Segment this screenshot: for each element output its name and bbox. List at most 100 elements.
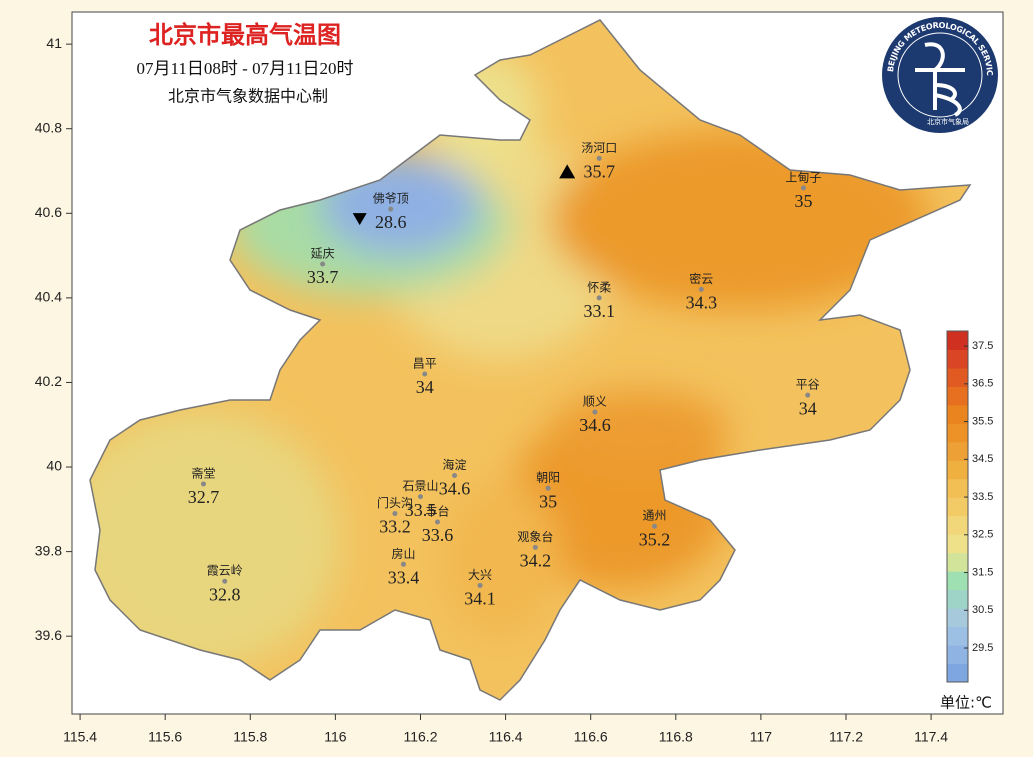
station-name: 密云: [689, 271, 713, 286]
stations: 佛爷顶 28.6 汤河口 35.7 上甸子 35 延庆 33.7 怀柔 33.1 密云 34.3 昌平 3…: [188, 141, 822, 609]
x-tick-label: 115.4: [63, 729, 97, 745]
x-tick-label: 117: [750, 729, 773, 745]
x-tick-label: 116.8: [659, 729, 693, 745]
y-tick-label: 41: [46, 35, 62, 51]
producer: 北京市气象数据中心制: [168, 87, 328, 106]
station-dot: [222, 578, 228, 584]
station: 顺义 34.6: [579, 395, 611, 436]
station-name: 顺义: [583, 395, 607, 409]
station-name: 门头沟: [377, 495, 413, 510]
station-value: 34.3: [686, 293, 718, 313]
station: 斋堂 32.7: [188, 465, 220, 507]
station-dot: [652, 523, 658, 529]
station: 上甸子 35: [785, 170, 821, 211]
station: 平谷 34: [796, 378, 820, 419]
y-tick-label: 40: [46, 458, 62, 474]
legend-band: [947, 608, 968, 628]
station: 丰台 33.6: [422, 504, 454, 546]
station-value: 35.7: [583, 161, 615, 181]
title: 北京市最高气温图: [149, 21, 341, 49]
station: 密云 34.3: [686, 271, 718, 313]
y-tick-label: 39.8: [35, 542, 62, 558]
station: 朝阳 35: [536, 471, 560, 512]
station-name: 佛爷顶: [373, 192, 409, 206]
legend-band: [947, 331, 968, 350]
station-value: 34: [799, 398, 817, 418]
legend-band: [947, 497, 968, 517]
legend-unit: 单位:℃: [940, 694, 992, 712]
x-tick-label: 115.8: [233, 729, 267, 745]
y-tick-label: 40.2: [35, 373, 62, 389]
legend-band: [947, 404, 968, 424]
station-dot: [435, 519, 441, 525]
max-marker: [559, 164, 576, 179]
logo-name: 北京市气象局: [927, 117, 969, 126]
station-value: 33.4: [388, 567, 420, 587]
x-tick-label: 116.2: [403, 729, 437, 745]
station-name: 海淀: [443, 457, 467, 472]
station-dot: [200, 481, 206, 487]
station-name: 延庆: [311, 247, 335, 261]
legend-tick-label: 31.5: [972, 566, 993, 578]
station-value: 33.5: [405, 500, 437, 520]
legend-band: [947, 349, 968, 369]
station: 延庆 33.7: [307, 247, 339, 288]
legend-band: [947, 552, 968, 572]
y-tick-label: 40.6: [35, 204, 62, 220]
station-dot: [392, 511, 398, 517]
station: 观象台 34.2: [517, 529, 553, 571]
station-dot: [545, 485, 551, 491]
station: 昌平 34: [413, 356, 437, 397]
station-value: 33.2: [379, 517, 411, 537]
legend-band: [947, 515, 968, 535]
station-name: 平谷: [796, 378, 820, 392]
axes: 115.4 115.6 115.8 116 116.2 116.4 116.6 116.8 11…: [35, 35, 949, 745]
station-value: 33.6: [422, 525, 454, 545]
legend-band: [947, 645, 968, 665]
legend-tick-label: 34.5: [972, 453, 993, 465]
station-dot: [320, 261, 326, 267]
station-dot: [400, 561, 406, 567]
station-name: 上甸子: [785, 170, 821, 184]
legend-tick-label: 33.5: [972, 491, 993, 503]
logo-disc: [882, 17, 998, 133]
station-value: 35: [794, 191, 812, 211]
station-dot: [698, 286, 704, 292]
legend-band: [947, 386, 968, 406]
station-value: 34.1: [464, 589, 496, 609]
legend-frame: [946, 330, 969, 683]
station-value: 35: [539, 491, 557, 511]
legend-tick-label: 32.5: [972, 529, 993, 541]
station-name: 房山: [391, 546, 415, 561]
y-tick-label: 40.8: [35, 119, 62, 135]
station-name: 通州: [643, 509, 667, 523]
legend-band: [947, 663, 968, 683]
station-value: 34.2: [520, 551, 552, 571]
x-tick-label: 116: [324, 729, 347, 745]
station-name: 昌平: [413, 356, 437, 370]
station-name: 汤河口: [581, 141, 617, 155]
station: 房山 33.4: [388, 546, 420, 588]
legend-band: [947, 478, 968, 498]
station-dot: [800, 185, 806, 191]
min-marker: [352, 213, 367, 226]
station-name: 霞云岭: [207, 564, 243, 578]
legend-band: [947, 441, 968, 461]
station: 海淀 34.6: [439, 457, 471, 499]
station: 大兴 34.1: [464, 568, 496, 609]
station-name: 朝阳: [536, 471, 560, 485]
station-name: 石景山: [402, 479, 438, 493]
legend-tick-label: 29.5: [972, 642, 993, 654]
legend-tick-label: 35.5: [972, 415, 993, 427]
legend-tick-label: 30.5: [972, 604, 993, 616]
station-name: 丰台: [425, 504, 449, 519]
subtitle: 07月11日08时 - 07月11日20时: [137, 59, 354, 78]
legend-band: [947, 460, 968, 480]
station: 霞云岭 32.8: [207, 564, 243, 605]
station: 汤河口 35.7: [559, 141, 617, 181]
legend-band: [947, 367, 968, 387]
station-dot: [388, 206, 394, 212]
station: 门头沟 33.2: [377, 495, 413, 537]
station-value: 32.7: [188, 487, 220, 507]
